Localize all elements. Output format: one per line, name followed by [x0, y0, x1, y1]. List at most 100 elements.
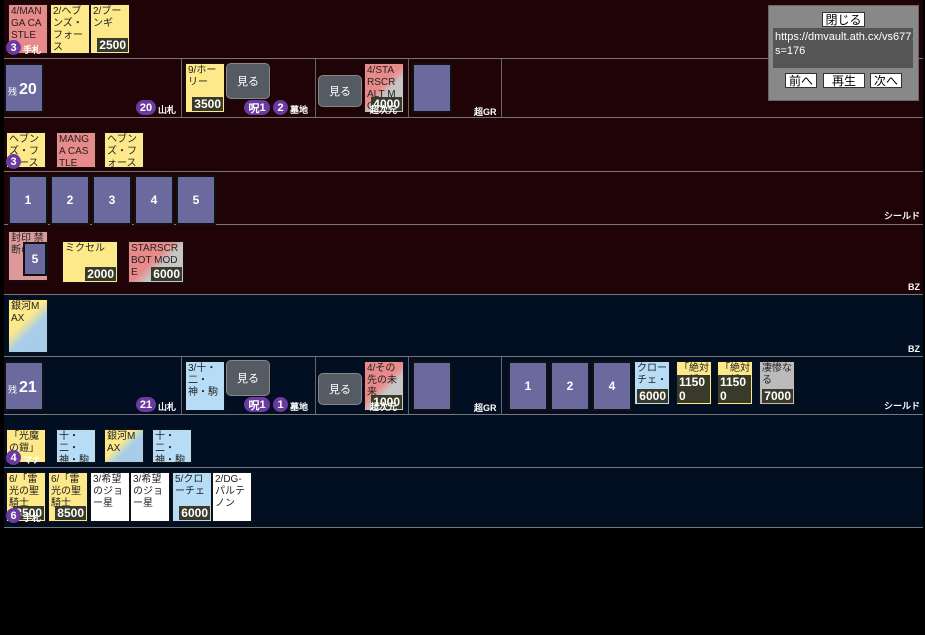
my-battle-zone: 銀河MAX BZ: [4, 295, 923, 357]
opp-battle-zone: 封印 禁断の5 5 ミクセル 2000 STARSCR BOT MODE 600…: [4, 225, 923, 295]
sealed-card: 5: [23, 242, 47, 276]
opp-grave-count-badge: 2: [273, 100, 288, 115]
close-button[interactable]: 閉じる: [822, 12, 865, 27]
opp-battle-card[interactable]: STARSCR BOT MODE 6000: [128, 241, 184, 283]
curse-label: 呪: [248, 399, 260, 412]
my-hand-row: 6/「雷光の聖騎士 8500 6/「雷光の聖騎士 8500 3/希望のジョー星 …: [4, 468, 923, 528]
opp-shield[interactable]: 4: [134, 175, 174, 225]
replay-panel: 閉じる https://dmvault.ath.cx/vs677… s=176 …: [768, 5, 919, 101]
shield-number: 1: [24, 193, 32, 207]
opp-mana-row: ヘブンズ・フォース MANGA CASTLE ヘブンズ・フォース 3: [4, 118, 923, 172]
opp-shield[interactable]: 2: [50, 175, 90, 225]
opp-gr-deck[interactable]: [412, 63, 452, 113]
opp-hand-card[interactable]: 2/ブーンギ 2500: [90, 4, 130, 54]
card-power: 6000: [179, 506, 210, 520]
seal-number: 5: [31, 252, 39, 266]
my-gr-deck[interactable]: [412, 361, 452, 411]
opp-hyper-label: 超次元: [370, 105, 398, 115]
opp-hyper-see-button[interactable]: 見る: [318, 75, 362, 107]
opp-shield[interactable]: 1: [8, 175, 48, 225]
my-mana-card[interactable]: 十・二・神・駒: [152, 429, 192, 463]
opp-hyper-card[interactable]: 4/STARSCR ALT MODE 4000: [364, 63, 404, 113]
shield-number: 5: [192, 193, 200, 207]
card-name: 2/ブーンギ: [93, 6, 122, 29]
card-name: 6/「雷光の聖騎士: [51, 474, 81, 509]
my-grave-label: 墓地: [290, 402, 309, 412]
divider: [408, 357, 409, 414]
my-hyper-see-button[interactable]: 見る: [318, 373, 362, 405]
play-button[interactable]: 再生: [823, 73, 865, 88]
my-deck-label: 山札: [158, 402, 177, 412]
opp-battle-card[interactable]: ミクセル 2000: [62, 241, 118, 283]
card-name: 9/ホーリー: [188, 65, 217, 88]
opp-hand-label: 手札: [23, 45, 42, 55]
opp-battle-card[interactable]: 封印 禁断の5 5: [8, 231, 48, 281]
opp-mana-count-badge: 3: [6, 154, 21, 169]
next-button[interactable]: 次へ: [870, 73, 902, 88]
opp-deck-label: 山札: [158, 105, 177, 115]
my-shield-card[interactable]: 「絶対の楯 11500: [717, 361, 753, 405]
shield-number: 4: [150, 193, 158, 207]
divider: [181, 59, 182, 117]
my-hyper-card[interactable]: 4/その先の未来 1000: [364, 361, 404, 411]
my-bz-label: BZ: [908, 344, 920, 354]
opp-shield[interactable]: 5: [176, 175, 216, 225]
my-battle-card[interactable]: 銀河MAX: [8, 299, 48, 353]
shield-number: 4: [608, 379, 616, 393]
card-power: 2500: [97, 38, 128, 52]
my-gr-label: 超GR: [474, 403, 497, 413]
opp-shield[interactable]: 3: [92, 175, 132, 225]
my-shield-label: シールド: [883, 401, 920, 411]
card-power: 8500: [13, 506, 44, 520]
my-hand-count-badge: 6: [6, 508, 21, 523]
my-shield[interactable]: 4: [592, 361, 632, 411]
opp-grave-see-button[interactable]: 見る: [226, 63, 270, 99]
my-shield-card[interactable]: 「絶対の楯 11500: [676, 361, 712, 405]
card-power: 3500: [192, 97, 223, 111]
deck-prefix: 残: [8, 87, 18, 97]
opp-mana-card[interactable]: MANGA CASTLE: [56, 132, 96, 168]
curse-count: 1: [259, 398, 266, 411]
shield-number: 2: [66, 193, 74, 207]
opp-grave-label: 墓地: [290, 105, 309, 115]
my-hand-card[interactable]: 5/クローチェ 6000: [172, 472, 212, 522]
opp-grave-card[interactable]: 9/ホーリー 3500: [185, 63, 225, 113]
opp-shield-row: 1 2 3 4 5 シールド: [4, 172, 923, 225]
card-power: 11500: [677, 375, 710, 403]
curse-label: 呪: [248, 102, 260, 115]
opp-deck-badge: 20: [136, 100, 156, 115]
my-deck-badge: 21: [136, 397, 156, 412]
my-shield[interactable]: 2: [550, 361, 590, 411]
opp-hand-card[interactable]: 2/ヘブンズ・フォース: [50, 4, 90, 54]
my-mana-card[interactable]: 銀河MAX: [104, 429, 144, 463]
card-power: 6000: [151, 267, 182, 281]
opp-mana-card[interactable]: ヘブンズ・フォース: [104, 132, 144, 168]
my-mana-label: マナ: [23, 455, 42, 465]
card-name: 5/クローチェ: [175, 474, 205, 497]
divider: [315, 357, 316, 414]
my-mana-card[interactable]: 「光魔の鎧」: [6, 429, 46, 463]
card-name: 6/「雷光の聖騎士: [9, 474, 39, 509]
my-shield-card[interactable]: 凄惨なる 7000: [759, 361, 795, 405]
deck-count: 21: [19, 379, 37, 396]
my-grave-card[interactable]: 3/十・二・神・駒: [185, 361, 225, 411]
card-power: 1000: [371, 395, 402, 409]
my-shield[interactable]: 1: [508, 361, 548, 411]
my-hand-label: 手札: [23, 513, 42, 523]
card-power: 2000: [85, 267, 116, 281]
curse-count: 1: [259, 101, 266, 114]
my-hand-card[interactable]: 6/「雷光の聖騎士 8500: [48, 472, 88, 522]
card-power: 11500: [718, 375, 751, 403]
my-grave-see-button[interactable]: 見る: [226, 360, 270, 396]
opp-deck[interactable]: 残 20: [4, 63, 44, 113]
my-mana-card[interactable]: 十・二・神・駒: [56, 429, 96, 463]
prev-button[interactable]: 前へ: [785, 73, 817, 88]
my-deck[interactable]: 残 21: [4, 361, 44, 411]
my-hand-card[interactable]: 3/希望のジョー星: [130, 472, 170, 522]
my-hand-card[interactable]: 2/DG-パルテノン: [212, 472, 252, 522]
my-shield-card[interactable]: クローチェ・ 6000: [634, 361, 670, 405]
card-name: 4/その先の未来: [367, 363, 397, 398]
my-hand-card[interactable]: 3/希望のジョー星: [90, 472, 130, 522]
